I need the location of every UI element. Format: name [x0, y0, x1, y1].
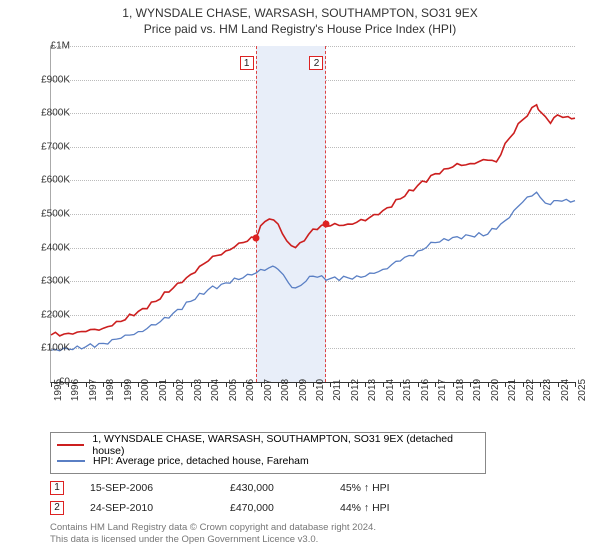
x-axis-label: 2010 — [315, 379, 326, 401]
sale-marker-label-2: 2 — [309, 56, 323, 70]
x-axis-label: 1995 — [53, 379, 64, 401]
x-axis-label: 2012 — [350, 379, 361, 401]
x-axis-tick — [51, 382, 52, 387]
x-axis-tick — [156, 382, 157, 387]
sale-date: 24-SEP-2010 — [90, 502, 230, 514]
x-axis-label: 2019 — [472, 379, 483, 401]
x-axis-label: 2002 — [175, 379, 186, 401]
x-axis-label: 2014 — [385, 379, 396, 401]
sale-marker-label-1: 1 — [240, 56, 254, 70]
x-axis-label: 2013 — [367, 379, 378, 401]
x-axis-tick — [383, 382, 384, 387]
x-axis-label: 2017 — [437, 379, 448, 401]
y-axis-label: £600K — [41, 175, 70, 186]
chart-container: 1, WYNSDALE CHASE, WARSASH, SOUTHAMPTON,… — [0, 0, 600, 560]
x-axis-tick — [86, 382, 87, 387]
legend-swatch — [57, 444, 84, 446]
x-axis-label: 2023 — [542, 379, 553, 401]
x-axis-tick — [121, 382, 122, 387]
y-axis-label: £900K — [41, 74, 70, 85]
sale-date: 15-SEP-2006 — [90, 482, 230, 494]
sale-price: £470,000 — [230, 502, 340, 514]
sale-point-2 — [322, 221, 329, 228]
x-axis-tick — [540, 382, 541, 387]
footer-line-1: Contains HM Land Registry data © Crown c… — [50, 522, 376, 534]
sale-price: £430,000 — [230, 482, 340, 494]
sale-row-marker: 1 — [50, 481, 64, 495]
x-axis-label: 2024 — [560, 379, 571, 401]
x-axis-label: 2009 — [298, 379, 309, 401]
x-axis-tick — [488, 382, 489, 387]
y-axis-label: £300K — [41, 276, 70, 287]
x-axis-tick — [348, 382, 349, 387]
series-property — [51, 105, 575, 336]
x-axis-tick — [243, 382, 244, 387]
x-axis-label: 2005 — [228, 379, 239, 401]
legend: 1, WYNSDALE CHASE, WARSASH, SOUTHAMPTON,… — [50, 432, 486, 474]
x-axis-label: 1999 — [123, 379, 134, 401]
x-axis-label: 2025 — [577, 379, 588, 401]
y-axis-label: £1M — [51, 41, 70, 52]
x-axis-tick — [453, 382, 454, 387]
legend-item: 1, WYNSDALE CHASE, WARSASH, SOUTHAMPTON,… — [57, 437, 479, 453]
x-axis-tick — [191, 382, 192, 387]
x-axis-label: 2006 — [245, 379, 256, 401]
x-axis-tick — [575, 382, 576, 387]
sale-row: 2 24-SEP-2010£470,00044% ↑ HPI — [50, 498, 390, 518]
title-sub: Price paid vs. HM Land Registry's House … — [0, 22, 600, 36]
x-axis-label: 2021 — [507, 379, 518, 401]
legend-swatch — [57, 460, 85, 462]
y-axis-label: £200K — [41, 309, 70, 320]
series-hpi — [51, 192, 575, 351]
chart-lines — [51, 46, 575, 382]
x-axis-label: 2018 — [455, 379, 466, 401]
x-axis-tick — [558, 382, 559, 387]
sale-row: 1 15-SEP-2006£430,00045% ↑ HPI — [50, 478, 390, 498]
x-axis-label: 2015 — [402, 379, 413, 401]
x-axis-label: 2003 — [193, 379, 204, 401]
y-axis-label: £700K — [41, 141, 70, 152]
x-axis-tick — [418, 382, 419, 387]
x-axis-label: 2001 — [158, 379, 169, 401]
footer-line-2: This data is licensed under the Open Gov… — [50, 534, 376, 546]
x-axis-label: 2004 — [210, 379, 221, 401]
chart-plot-area: 12 — [50, 46, 575, 383]
footer-attribution: Contains HM Land Registry data © Crown c… — [50, 522, 376, 547]
x-axis-tick — [226, 382, 227, 387]
y-axis-label: £500K — [41, 209, 70, 220]
x-axis-tick — [505, 382, 506, 387]
y-axis-label: £400K — [41, 242, 70, 253]
legend-label: HPI: Average price, detached house, Fare… — [93, 455, 309, 467]
x-axis-tick — [278, 382, 279, 387]
sale-pct: 44% ↑ HPI — [340, 502, 390, 514]
x-axis-label: 1998 — [105, 379, 116, 401]
legend-label: 1, WYNSDALE CHASE, WARSASH, SOUTHAMPTON,… — [92, 433, 479, 457]
x-axis-label: 1997 — [88, 379, 99, 401]
sales-table: 1 15-SEP-2006£430,00045% ↑ HPI 2 24-SEP-201… — [50, 478, 390, 518]
x-axis-tick — [296, 382, 297, 387]
x-axis-tick — [261, 382, 262, 387]
x-axis-label: 2022 — [525, 379, 536, 401]
y-axis-label: £100K — [41, 343, 70, 354]
x-axis-tick — [523, 382, 524, 387]
x-axis-label: 2007 — [263, 379, 274, 401]
x-axis-label: 2008 — [280, 379, 291, 401]
sale-pct: 45% ↑ HPI — [340, 482, 390, 494]
x-axis-label: 2016 — [420, 379, 431, 401]
x-axis-label: 2020 — [490, 379, 501, 401]
x-axis-tick — [313, 382, 314, 387]
title-block: 1, WYNSDALE CHASE, WARSASH, SOUTHAMPTON,… — [0, 0, 600, 36]
x-axis-label: 2011 — [332, 379, 343, 401]
sale-point-1 — [252, 234, 259, 241]
y-axis-label: £800K — [41, 108, 70, 119]
x-axis-label: 1996 — [70, 379, 81, 401]
x-axis-label: 2000 — [140, 379, 151, 401]
sale-row-marker: 2 — [50, 501, 64, 515]
title-main: 1, WYNSDALE CHASE, WARSASH, SOUTHAMPTON,… — [0, 6, 600, 20]
